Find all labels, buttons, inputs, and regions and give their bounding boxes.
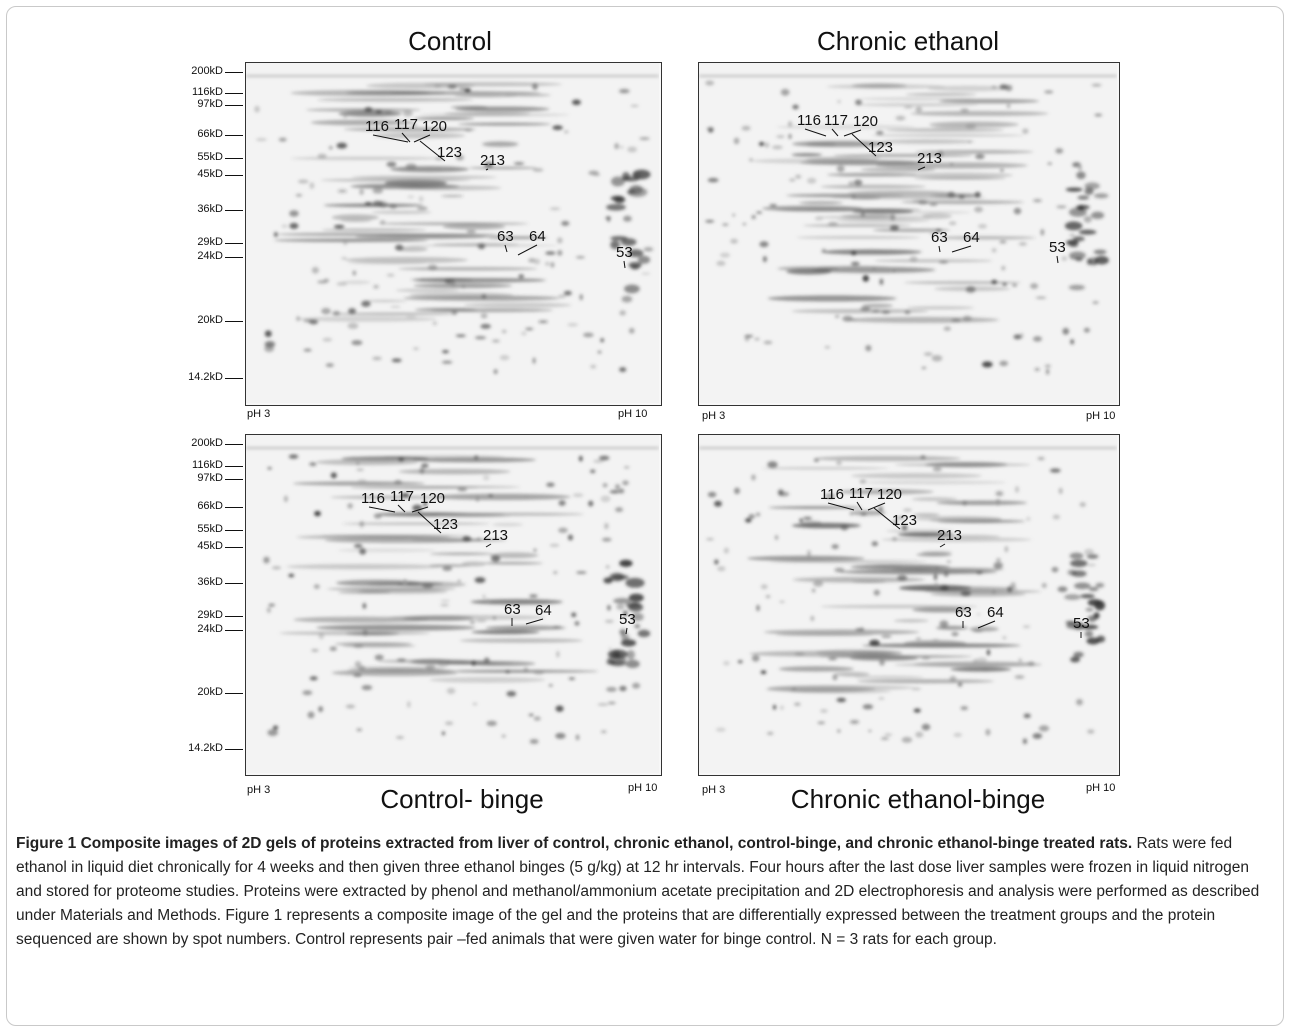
mw-marker-label: 97kD: [165, 98, 223, 110]
spot-number-label: 116: [361, 490, 385, 507]
spot-number-label: 117: [824, 112, 848, 129]
figure-caption: Figure 1 Composite images of 2D gels of …: [16, 832, 1266, 952]
spot-number-label: 53: [1049, 239, 1066, 256]
caption-title: Figure 1 Composite images of 2D gels of …: [16, 835, 1132, 852]
spot-number-label: 53: [1073, 615, 1090, 632]
gel-chronic-ethanol-binge: [698, 434, 1120, 776]
spot-number-label: 120: [853, 113, 878, 130]
mw-marker-tick: [225, 444, 243, 445]
spot-number-label: 213: [917, 150, 942, 167]
mw-marker-tick: [225, 479, 243, 480]
mw-marker-label: 116kD: [165, 459, 223, 471]
spot-number-label: 117: [390, 488, 414, 505]
mw-marker-label: 45kD: [165, 168, 223, 180]
mw-marker-tick: [225, 105, 243, 106]
mw-marker-label: 24kD: [165, 250, 223, 262]
spot-number-label: 213: [480, 152, 505, 169]
spot-number-label: 123: [437, 144, 462, 161]
spot-number-label: 117: [849, 485, 873, 502]
spot-number-label: 120: [877, 486, 902, 503]
mw-marker-tick: [225, 616, 243, 617]
mw-marker-label: 24kD: [165, 623, 223, 635]
spot-number-label: 53: [619, 611, 636, 628]
mw-marker-label: 14.2kD: [165, 371, 223, 383]
mw-marker-tick: [225, 135, 243, 136]
spot-number-label: 64: [987, 604, 1004, 621]
panel-title-control-binge: Control- binge: [380, 784, 543, 815]
mw-marker-tick: [225, 507, 243, 508]
spot-number-label: 63: [497, 228, 514, 245]
mw-marker-tick: [225, 378, 243, 379]
mw-marker-tick: [225, 257, 243, 258]
spot-number-label: 123: [892, 512, 917, 529]
spot-number-label: 116: [797, 112, 821, 129]
spot-number-label: 63: [931, 229, 948, 246]
spot-number-label: 116: [820, 486, 844, 503]
spot-number-label: 116: [365, 118, 389, 135]
mw-marker-tick: [225, 693, 243, 694]
mw-marker-tick: [225, 547, 243, 548]
mw-marker-tick: [225, 158, 243, 159]
mw-marker-label: 200kD: [165, 437, 223, 449]
mw-marker-label: 36kD: [165, 576, 223, 588]
spot-number-label: 213: [937, 527, 962, 544]
mw-marker-label: 29kD: [165, 236, 223, 248]
mw-marker-tick: [225, 93, 243, 94]
mw-marker-tick: [225, 583, 243, 584]
ph-left-label: pH 3: [702, 784, 725, 796]
panel-title-control: Control: [408, 26, 492, 57]
spot-number-label: 64: [535, 602, 552, 619]
mw-marker-label: 55kD: [165, 523, 223, 535]
mw-marker-label: 200kD: [165, 65, 223, 77]
mw-marker-label: 20kD: [165, 314, 223, 326]
mw-marker-tick: [225, 72, 243, 73]
mw-marker-tick: [225, 630, 243, 631]
spot-number-label: 120: [422, 118, 447, 135]
spot-number-label: 63: [955, 604, 972, 621]
mw-marker-tick: [225, 749, 243, 750]
spot-number-label: 213: [483, 527, 508, 544]
mw-marker-label: 97kD: [165, 472, 223, 484]
spot-number-label: 53: [616, 244, 633, 261]
mw-marker-label: 66kD: [165, 500, 223, 512]
ph-right-label: pH 10: [1086, 410, 1115, 422]
mw-marker-label: 36kD: [165, 203, 223, 215]
mw-marker-tick: [225, 243, 243, 244]
panel-title-chronic-ethanol: Chronic ethanol: [817, 26, 999, 57]
spot-number-label: 64: [529, 228, 546, 245]
ph-left-label: pH 3: [702, 410, 725, 422]
mw-marker-tick: [225, 210, 243, 211]
mw-marker-label: 116kD: [165, 86, 223, 98]
ph-left-label: pH 3: [247, 408, 270, 420]
spot-number-label: 117: [394, 116, 418, 133]
gel-image: [246, 63, 659, 403]
ph-right-label: pH 10: [1086, 782, 1115, 794]
mw-marker-label: 14.2kD: [165, 742, 223, 754]
gel-chronic-ethanol: [698, 62, 1120, 406]
mw-marker-tick: [225, 175, 243, 176]
mw-marker-label: 45kD: [165, 540, 223, 552]
mw-marker-tick: [225, 530, 243, 531]
spot-number-label: 120: [420, 490, 445, 507]
panel-title-chronic-ethanol-binge: Chronic ethanol-binge: [791, 784, 1045, 815]
gel-image: [699, 435, 1117, 773]
spot-number-label: 64: [963, 229, 980, 246]
gel-control: [245, 62, 662, 406]
mw-marker-label: 66kD: [165, 128, 223, 140]
gel-image: [699, 63, 1117, 403]
mw-marker-tick: [225, 321, 243, 322]
ph-right-label: pH 10: [618, 408, 647, 420]
mw-marker-label: 55kD: [165, 151, 223, 163]
spot-number-label: 63: [504, 601, 521, 618]
spot-number-label: 123: [433, 516, 458, 533]
mw-marker-tick: [225, 466, 243, 467]
mw-marker-label: 20kD: [165, 686, 223, 698]
mw-marker-label: 29kD: [165, 609, 223, 621]
gel-image: [246, 435, 659, 773]
ph-left-label: pH 3: [247, 784, 270, 796]
spot-number-label: 123: [868, 139, 893, 156]
ph-right-label: pH 10: [628, 782, 657, 794]
gel-control-binge: [245, 434, 662, 776]
